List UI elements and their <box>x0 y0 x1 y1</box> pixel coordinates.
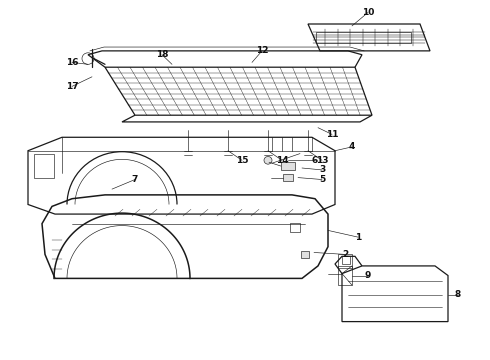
Text: 12: 12 <box>256 46 268 55</box>
Bar <box>338 255 352 268</box>
Circle shape <box>264 157 272 164</box>
Bar <box>342 256 350 264</box>
Text: 2: 2 <box>342 250 348 259</box>
Text: 18: 18 <box>156 50 168 59</box>
Bar <box>34 154 54 177</box>
Bar <box>301 251 309 258</box>
Text: 5: 5 <box>319 175 325 184</box>
Bar <box>290 223 300 232</box>
Text: 9: 9 <box>365 271 371 280</box>
Text: 1: 1 <box>355 233 361 242</box>
Bar <box>281 162 295 170</box>
Text: 11: 11 <box>326 130 338 139</box>
Text: 8: 8 <box>455 290 461 299</box>
Text: 15: 15 <box>236 156 248 165</box>
Text: 4: 4 <box>349 142 355 151</box>
Text: 6: 6 <box>312 156 318 165</box>
Text: 7: 7 <box>132 175 138 184</box>
Text: 13: 13 <box>316 156 328 165</box>
Text: 17: 17 <box>66 82 78 91</box>
Text: 10: 10 <box>362 8 374 17</box>
Text: 14: 14 <box>276 156 288 165</box>
Bar <box>283 174 293 181</box>
Bar <box>316 32 411 43</box>
Bar <box>338 266 352 285</box>
Text: 16: 16 <box>66 58 78 67</box>
Text: 3: 3 <box>319 166 325 175</box>
